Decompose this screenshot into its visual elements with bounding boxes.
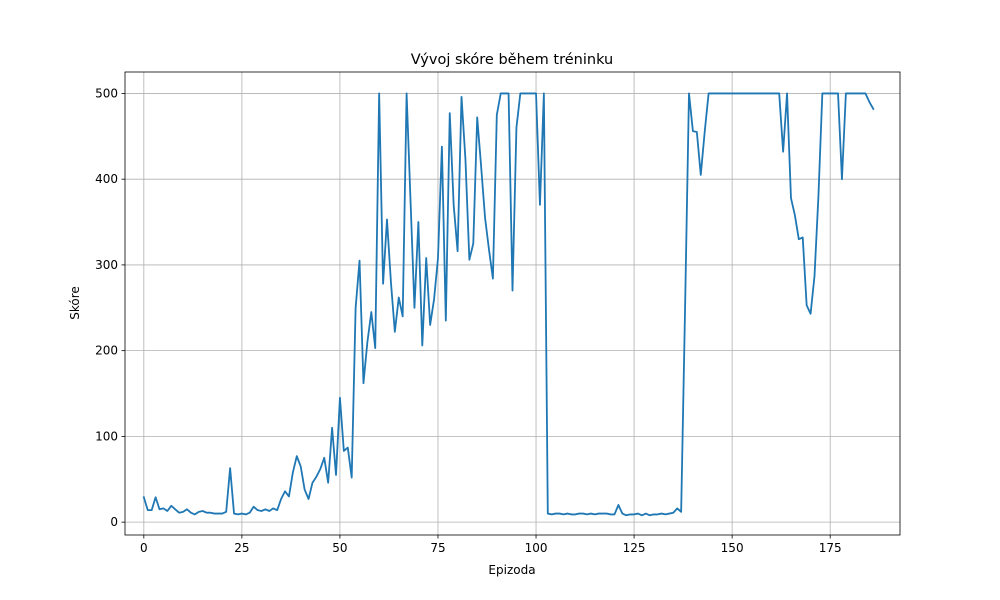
x-tick-label: 75	[430, 541, 445, 555]
plot-area-frame	[124, 71, 901, 536]
y-tick-label: 400	[95, 172, 118, 186]
x-tick-label: 125	[623, 541, 646, 555]
x-tick-label: 100	[525, 541, 548, 555]
grid-lines	[125, 72, 900, 535]
x-tick-label: 25	[234, 541, 249, 555]
y-tick-label: 0	[110, 515, 118, 529]
x-tick-label: 175	[819, 541, 842, 555]
x-tick-label: 150	[721, 541, 744, 555]
x-tick-label: 0	[140, 541, 148, 555]
x-axis-ticks: 0 25 50 75 100 125 150 175	[140, 535, 842, 555]
y-axis-ticks: 0 100 200 300 400 500	[95, 86, 125, 529]
chart-title: Vývoj skóre během tréninku	[411, 52, 613, 68]
y-tick-label: 200	[95, 344, 118, 358]
y-tick-label: 300	[95, 258, 118, 272]
x-tick-label: 50	[332, 541, 347, 555]
series-line	[142, 92, 875, 517]
y-axis-label: Skóre	[68, 286, 82, 320]
y-tick-label: 500	[95, 86, 118, 100]
y-tick-label: 100	[95, 429, 118, 443]
x-axis-label: Epizoda	[488, 563, 535, 577]
